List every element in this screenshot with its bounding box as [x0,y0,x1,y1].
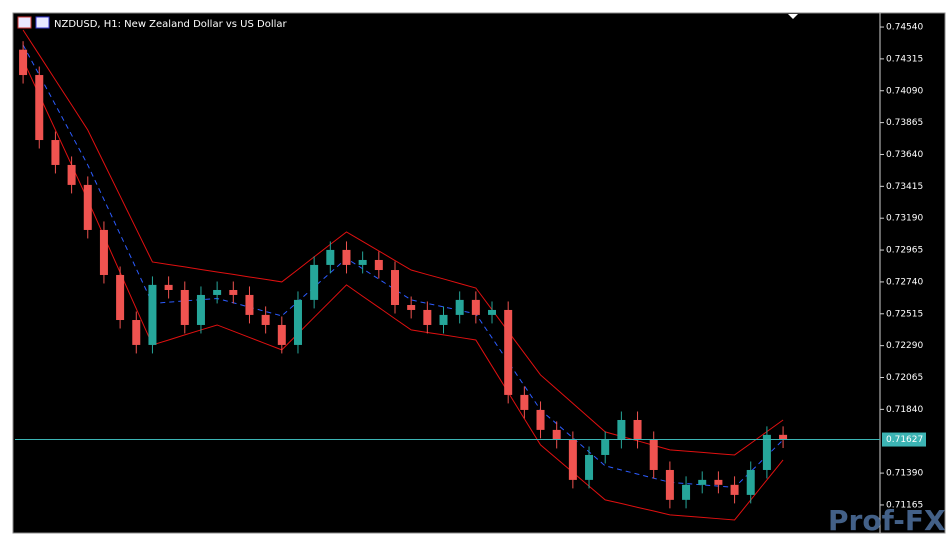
candle-body [488,309,497,315]
candle-body [277,324,286,345]
candle-body [245,294,254,315]
current-price-label: 0.71627 [886,435,923,445]
y-tick-label: 0.73865 [886,118,923,128]
candle-body [423,309,432,325]
candle-body [504,309,513,395]
candle-body [682,484,691,500]
candle-body [601,439,610,455]
candle-body [51,140,60,165]
candle-body [342,249,351,265]
chart-bg [12,12,946,534]
candle-body [649,439,658,470]
candle-body [196,294,205,325]
candle-body [19,49,28,76]
icon [17,16,32,29]
candle-body [148,284,157,345]
candle-body [714,479,723,485]
candle-body [326,249,335,265]
candle-body [293,299,302,345]
candle-body [99,229,108,275]
candle-body [67,164,76,185]
candle-body [374,259,383,271]
candle-body [568,439,577,480]
shift-marker [788,14,798,19]
candle-body [390,270,399,306]
y-tick-label: 0.74315 [886,54,923,64]
candle-body [665,469,674,500]
candle-body [779,434,788,440]
y-tick-label: 0.73415 [886,182,923,192]
candle-body [746,469,755,495]
candle-body [213,289,222,295]
candle-body [471,299,480,315]
current-price-box [882,432,926,447]
candle-body [358,259,367,265]
y-tick-label: 0.73640 [886,150,923,160]
y-tick-label: 0.72740 [886,277,923,287]
watermark: Prof-FX [828,504,946,537]
y-tick-label: 0.72290 [886,341,923,351]
candle-body [439,314,448,325]
candle-body [132,320,141,345]
candle-body [35,75,44,141]
candle-body [407,305,416,310]
y-tick-label: 0.74540 [886,23,923,33]
y-tick-label: 0.71840 [886,405,923,415]
candle-body [164,284,173,290]
y-tick-label: 0.72515 [886,309,923,319]
candle-body [261,314,270,325]
y-tick-label: 0.71165 [886,500,923,510]
y-tick-label: 0.72965 [886,246,923,256]
candle-body [762,434,771,470]
candle-body [116,274,125,321]
candle-body [698,479,707,485]
y-tick-label: 0.73190 [886,214,923,224]
candle-body [617,419,626,440]
candle-body [83,184,92,230]
y-tick-label: 0.71390 [886,469,923,479]
chart-title: NZDUSD, H1: New Zealand Dollar vs US Dol… [54,19,288,30]
candle-body [633,419,642,440]
candle-body [552,429,561,440]
candle-body [536,409,545,430]
candle-body [520,394,529,410]
icon [35,16,50,29]
candle-body [180,289,189,325]
candle-body [585,454,594,480]
candle-body [455,299,464,315]
candle-body [310,264,319,300]
candle-body [229,289,238,295]
candle-body [730,484,739,495]
y-tick-label: 0.72065 [886,373,923,383]
y-tick-label: 0.74090 [886,86,923,96]
